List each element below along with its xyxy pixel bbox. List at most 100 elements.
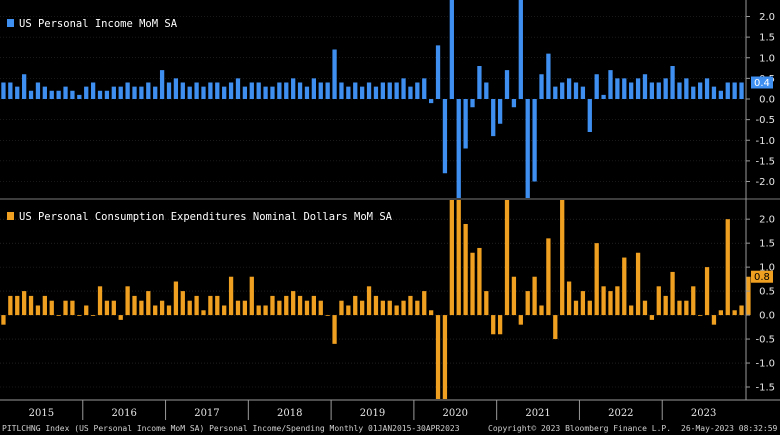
bar <box>28 90 34 99</box>
legend-income: US Personal Income MoM SA <box>19 18 178 30</box>
bar <box>15 295 20 316</box>
footer-timestamp: 26-May-2023 08:32:59 <box>681 424 778 433</box>
bar <box>1 315 6 325</box>
bar <box>684 300 689 316</box>
bar <box>277 82 282 99</box>
x-tick-label: 2016 <box>111 408 136 419</box>
bar <box>249 276 254 316</box>
bar <box>553 86 558 99</box>
bar <box>56 90 61 99</box>
bar <box>277 300 282 316</box>
bar <box>146 82 151 99</box>
bar <box>311 295 317 316</box>
bar <box>435 45 441 99</box>
bar <box>97 286 103 316</box>
bar <box>573 82 579 99</box>
bar <box>318 82 323 99</box>
bar <box>194 295 199 316</box>
bar <box>428 310 434 316</box>
bar <box>22 291 27 316</box>
bar <box>125 286 130 316</box>
bar <box>146 291 151 316</box>
bar <box>484 82 489 99</box>
bar <box>629 305 634 316</box>
bar <box>270 86 275 99</box>
bar <box>228 276 234 316</box>
bar <box>635 252 641 316</box>
bar <box>408 86 413 99</box>
bar <box>139 86 144 99</box>
bar <box>463 99 468 149</box>
last-value-badge-pce <box>751 270 773 283</box>
bar <box>332 315 337 344</box>
bar <box>704 267 710 316</box>
bar <box>373 295 379 316</box>
bar <box>291 291 296 316</box>
bar <box>125 82 130 99</box>
bar <box>263 86 268 99</box>
bar <box>449 200 454 316</box>
bar <box>566 78 572 99</box>
bar <box>484 291 489 316</box>
bar <box>222 86 227 99</box>
bar <box>477 66 482 99</box>
bar <box>270 295 275 316</box>
bar <box>622 257 627 316</box>
bar <box>642 300 648 316</box>
bar <box>442 99 448 174</box>
bar <box>497 315 503 335</box>
bar <box>90 315 96 316</box>
bar <box>539 305 544 316</box>
y-tick-label: -1.0 <box>755 359 775 370</box>
bar <box>63 86 68 99</box>
bar <box>718 90 723 99</box>
bar <box>111 86 116 99</box>
x-tick-label: 2021 <box>525 408 550 419</box>
pce-gridlines <box>0 218 745 388</box>
bar <box>532 99 537 182</box>
bar <box>166 82 172 99</box>
bar <box>339 300 344 316</box>
bar <box>718 310 723 316</box>
bar <box>84 305 89 316</box>
bar <box>470 252 475 316</box>
bar <box>387 82 392 99</box>
bar <box>525 291 530 316</box>
bar <box>525 99 530 198</box>
bar <box>691 286 696 316</box>
pce-bars <box>1 200 751 399</box>
personal-income-panel: US Personal Income MoM SA 2.01.51.00.50.… <box>0 0 775 198</box>
legend-pce: US Personal Consumption Expenditures Nom… <box>19 211 393 223</box>
x-axis: 2015 2016 2017 2018 2019 2020 2021 2022 2023 <box>29 400 716 420</box>
bar <box>442 315 448 399</box>
pce-panel: US Personal Consumption Expenditures Nom… <box>0 200 775 399</box>
bar <box>642 74 648 99</box>
bar <box>215 82 220 99</box>
bar <box>422 291 427 316</box>
bar <box>339 82 344 99</box>
bar <box>249 82 254 99</box>
bar <box>698 315 703 316</box>
x-tick-label: 2022 <box>608 408 633 419</box>
bar <box>415 82 420 99</box>
bar <box>1 82 6 99</box>
x-tick-label: 2019 <box>360 408 385 419</box>
bar <box>739 82 744 99</box>
x-tick-label: 2017 <box>194 408 219 419</box>
bar <box>635 78 641 99</box>
bar <box>711 86 717 99</box>
bar <box>546 238 551 316</box>
bar <box>304 86 310 99</box>
bar <box>580 86 586 99</box>
bar <box>491 99 496 137</box>
bar <box>677 300 682 316</box>
y-tick-label: -0.5 <box>755 335 775 346</box>
y-tick-label: -0.5 <box>755 115 775 126</box>
bar <box>511 99 517 108</box>
bar <box>201 310 206 316</box>
bar <box>691 86 696 99</box>
bar <box>132 86 137 99</box>
bar <box>504 70 510 99</box>
bar <box>401 78 406 99</box>
